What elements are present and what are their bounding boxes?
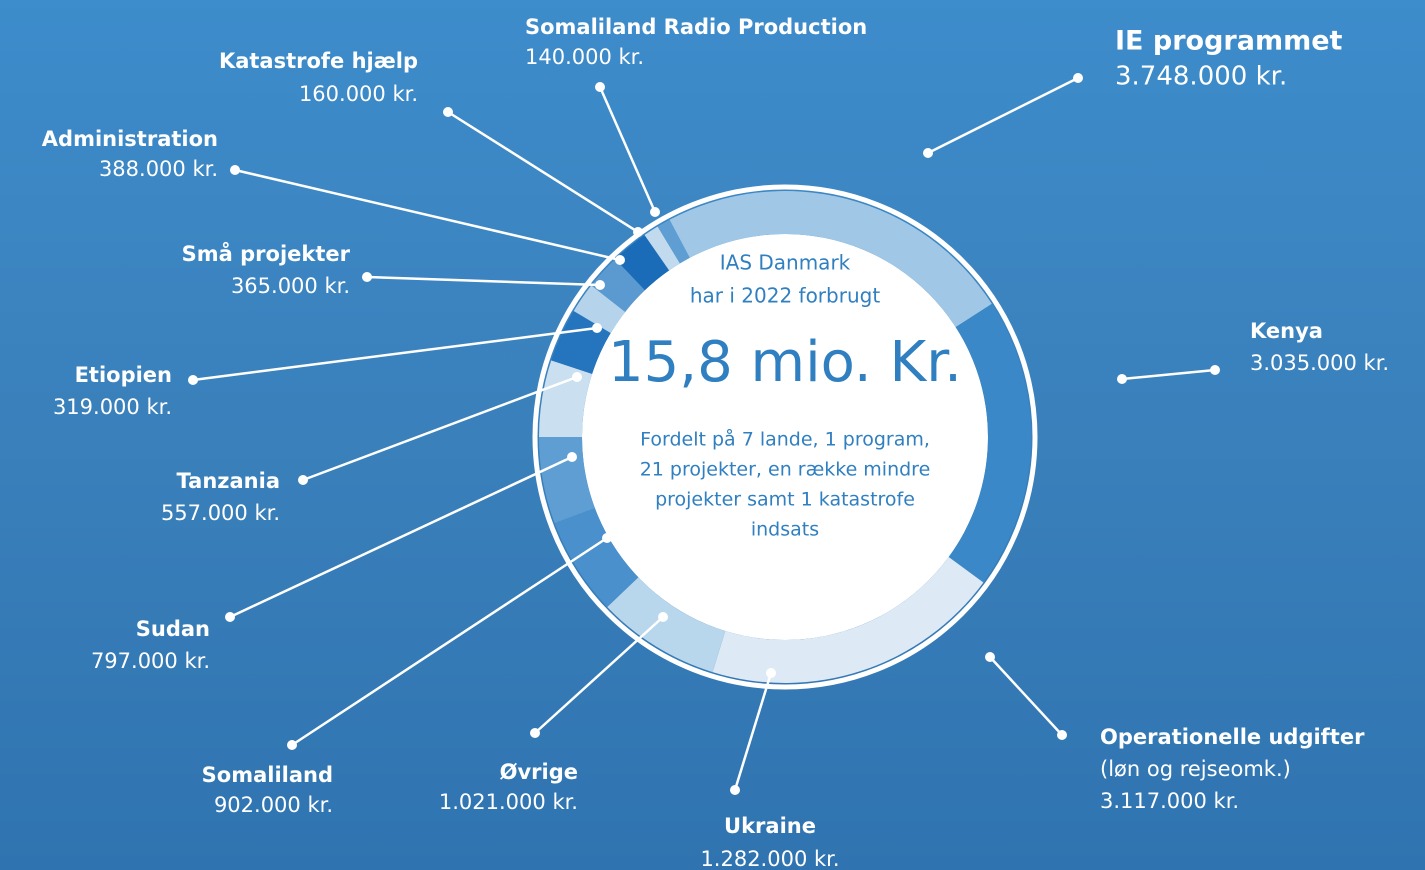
leader-dot xyxy=(530,728,540,738)
value-label: 140.000 kr. xyxy=(525,45,644,69)
leader-dot xyxy=(1057,730,1067,740)
value-label: 1.021.000 kr. xyxy=(439,790,578,814)
leader-dot xyxy=(572,372,582,382)
leader-dot xyxy=(658,612,668,622)
center-total: 15,8 mio. Kr. xyxy=(608,330,962,395)
leader-dot xyxy=(362,272,372,282)
leader-dot xyxy=(985,652,995,662)
leader-dot xyxy=(230,165,240,175)
category-label: Operationelle udgifter xyxy=(1100,725,1365,749)
category-label: Små projekter xyxy=(182,241,351,266)
category-label: Ukraine xyxy=(724,814,816,838)
center-description: Fordelt på 7 lande, 1 program, xyxy=(640,428,930,451)
value-label: 160.000 kr. xyxy=(299,82,418,106)
leader-dot xyxy=(298,475,308,485)
value-label: 902.000 kr. xyxy=(214,793,333,817)
value-label: 319.000 kr. xyxy=(53,395,172,419)
leader-dot xyxy=(1117,374,1127,384)
category-label: Sudan xyxy=(136,617,210,641)
leader-dot xyxy=(592,323,602,333)
category-label: IE programmet xyxy=(1115,26,1343,57)
chart: IE programmet 3.748.000 kr. Kenya 3.035.000… xyxy=(0,0,1425,870)
leader-dot xyxy=(650,207,660,217)
category-label: Administration xyxy=(42,127,218,151)
leader-dot xyxy=(730,785,740,795)
category-label: Katastrofe hjælp xyxy=(219,49,418,73)
leader-dot xyxy=(602,533,612,543)
value-label: 3.748.000 kr. xyxy=(1115,62,1287,92)
leader-dot xyxy=(443,107,453,117)
category-label: Kenya xyxy=(1250,319,1323,343)
center-description: indsats xyxy=(751,519,819,541)
leader-dot xyxy=(923,148,933,158)
category-label: Tanzania xyxy=(177,469,280,493)
leader-dot xyxy=(287,740,297,750)
value-label: 365.000 kr. xyxy=(231,274,350,298)
category-label: Etiopien xyxy=(75,363,172,387)
leader-dot xyxy=(567,452,577,462)
center-description: 21 projekter, en række mindre xyxy=(640,459,931,481)
value-label: 1.282.000 kr. xyxy=(700,847,839,870)
page: {"chart_data": {"type": "donut", "catego… xyxy=(0,0,1425,870)
leader-dot xyxy=(1210,365,1220,375)
leader-dot xyxy=(766,668,776,678)
leader-dot xyxy=(225,612,235,622)
leader-dot xyxy=(595,82,605,92)
category-label: Somaliland xyxy=(202,763,333,787)
center-description: projekter samt 1 katastrofe xyxy=(655,489,915,511)
leader-dot xyxy=(595,280,605,290)
annotation: (løn og rejseomk.) xyxy=(1100,757,1291,781)
category-label: Somaliland Radio Production xyxy=(525,15,867,39)
leader-dot xyxy=(1073,73,1083,83)
center-intro: IAS Danmark xyxy=(720,251,851,275)
leader-dot xyxy=(615,255,625,265)
value-label: 797.000 kr. xyxy=(91,649,210,673)
value-label: 557.000 kr. xyxy=(161,501,280,525)
value-label: 388.000 kr. xyxy=(99,157,218,181)
value-label: 3.035.000 kr. xyxy=(1250,351,1389,375)
center-intro: har i 2022 forbrugt xyxy=(690,284,880,308)
leader-dot xyxy=(188,375,198,385)
category-label: Øvrige xyxy=(500,760,578,784)
leader-dot xyxy=(633,227,643,237)
value-label: 3.117.000 kr. xyxy=(1100,789,1239,813)
